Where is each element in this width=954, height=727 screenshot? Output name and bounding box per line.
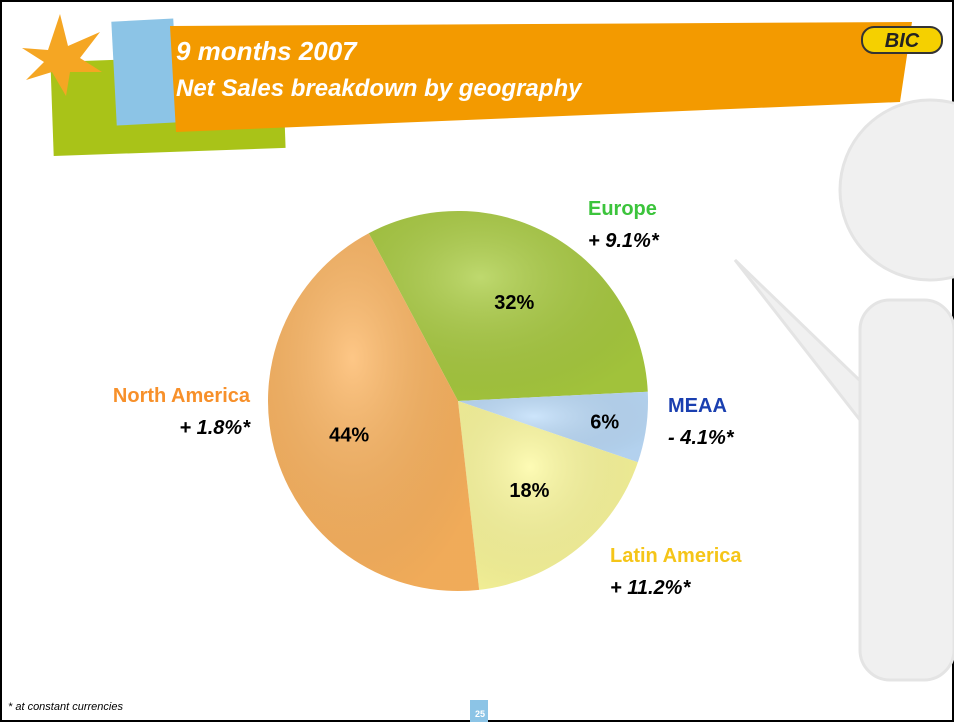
category-label: Latin America [610, 545, 742, 567]
category-label: Europe [588, 198, 657, 220]
growth-label: - 4.1%* [668, 427, 735, 449]
page-number: 25 [475, 709, 485, 719]
growth-label: + 11.2%* [610, 577, 691, 599]
title: 9 months 2007 [176, 36, 358, 66]
growth-label: + 1.8%* [179, 417, 251, 439]
value-label: 6% [590, 412, 619, 434]
subtitle: Net Sales breakdown by geography [176, 75, 583, 102]
category-label: MEAA [668, 395, 727, 417]
value-label: 18% [509, 480, 549, 502]
value-label: 32% [494, 292, 534, 314]
category-label: North America [113, 385, 251, 407]
value-label: 44% [329, 425, 369, 447]
footnote: * at constant currencies [8, 701, 123, 713]
slide: 9 months 2007 Net Sales breakdown by geo… [0, 0, 954, 722]
logo: BIC [862, 27, 942, 53]
growth-label: + 9.1%* [588, 230, 660, 252]
logo-text: BIC [885, 30, 920, 52]
